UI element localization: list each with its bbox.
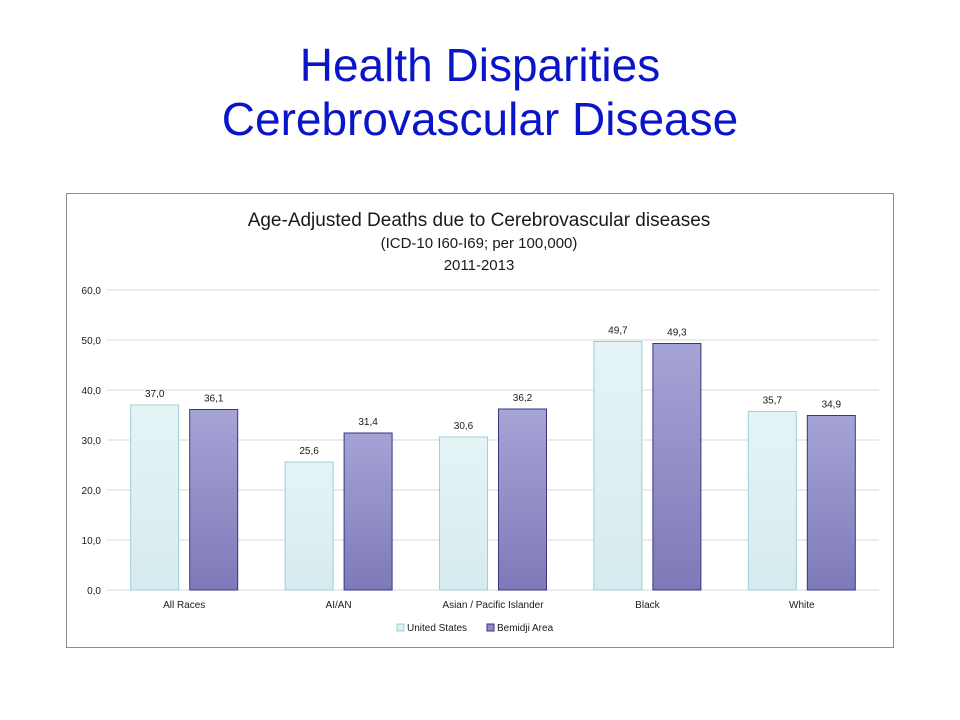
data-label: 31,4 [358, 417, 378, 428]
bar-bemidji-area [343, 432, 393, 591]
y-tick-label: 60,0 [82, 286, 102, 297]
bars [130, 341, 856, 591]
legend-swatch [396, 623, 405, 632]
slide-title-line2: Cerebrovascular Disease [221, 93, 739, 145]
data-label: 49,3 [667, 328, 687, 339]
chart-title: Age-Adjusted Deaths due to Cerebrovascul… [248, 210, 711, 231]
data-label: 36,2 [513, 393, 533, 404]
data-label: 30,6 [454, 421, 474, 432]
bar-bemidji-area [806, 415, 856, 591]
x-tick-label: Asian / Pacific Islander [442, 600, 544, 611]
data-label: 37,0 [145, 389, 165, 400]
bar-bemidji-area [189, 409, 239, 591]
bar-bemidji-area [498, 408, 547, 591]
data-label: 25,6 [299, 446, 319, 457]
y-tick-label: 0,0 [87, 586, 101, 597]
y-axis-ticks: 0,0 10,0 20,0 30,0 40,0 50,0 60,0 [82, 286, 102, 597]
bar-united-states [130, 404, 180, 591]
legend-label: Bemidji Area [497, 623, 554, 634]
x-tick-label: AI/AN [326, 600, 352, 611]
data-label: 36,1 [204, 394, 224, 405]
bar-united-states [747, 411, 797, 591]
bar-chart: Age-Adjusted Deaths due to Cerebrovascul… [82, 210, 879, 634]
x-axis-ticks: All Races AI/AN Asian / Pacific Islander Bl… [163, 600, 815, 611]
y-tick-label: 20,0 [82, 486, 102, 497]
bar-united-states [439, 436, 488, 591]
x-tick-label: White [789, 600, 815, 611]
y-tick-label: 50,0 [82, 336, 102, 347]
chart-subtitle-years: 2011-2013 [444, 257, 515, 274]
chart-subtitle: (ICD-10 I60-I69; per 100,000) [381, 235, 578, 252]
data-labels: 37,0 36,1 25,6 31,4 30,6 36,2 49,7 49,3 35,7 34,9 [145, 326, 842, 458]
x-tick-label: Black [635, 600, 660, 611]
bar-bemidji-area [652, 343, 702, 591]
bar-united-states [284, 461, 334, 591]
y-tick-label: 30,0 [82, 436, 102, 447]
legend: United States Bemidji Area [396, 623, 554, 634]
data-label: 34,9 [822, 400, 842, 411]
y-tick-label: 40,0 [82, 386, 102, 397]
data-label: 49,7 [608, 326, 628, 337]
legend-label: United States [407, 623, 467, 634]
x-tick-label: All Races [163, 600, 205, 611]
slide-title-line1: Health Disparities [299, 39, 661, 91]
y-tick-label: 10,0 [82, 536, 102, 547]
legend-swatch [486, 623, 495, 632]
bar-united-states [593, 341, 643, 591]
slide-title: Health Disparities Cerebrovascular Disea… [0, 38, 960, 146]
chart-frame: Age-Adjusted Deaths due to Cerebrovascul… [66, 193, 894, 648]
data-label: 35,7 [763, 396, 783, 407]
